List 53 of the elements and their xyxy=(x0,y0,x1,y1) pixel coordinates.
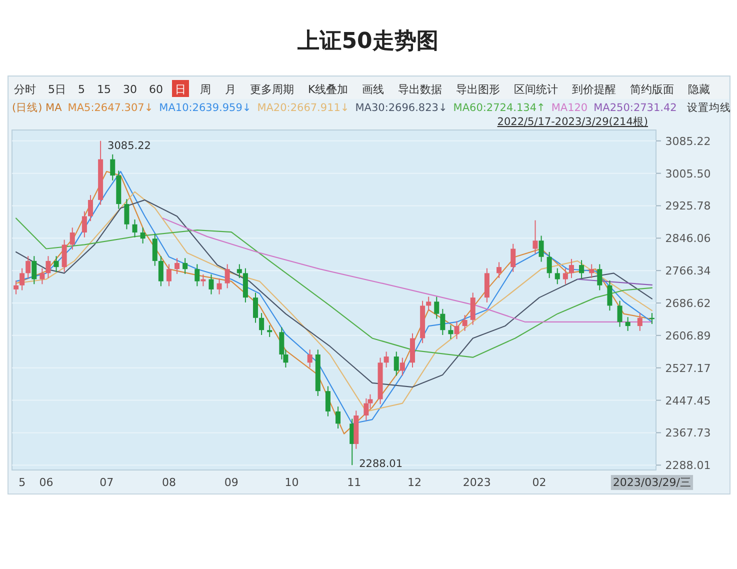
x-tick-label: 12 xyxy=(408,476,422,489)
text: 到价提醒 xyxy=(572,83,616,96)
annotation: 3085.22 xyxy=(108,140,151,152)
text: 周 xyxy=(200,83,211,96)
x-tick-label: 06 xyxy=(39,476,54,489)
text: MA20:2667.911↓ xyxy=(257,102,350,114)
text: 隐藏 xyxy=(688,83,710,96)
y-tick-label: 3085.22 xyxy=(665,134,711,148)
x-tick-label: 2023 xyxy=(462,476,491,489)
text: 月 xyxy=(225,83,236,96)
y-tick-label: 2766.34 xyxy=(665,264,711,278)
text: 设置均线 xyxy=(686,101,731,114)
y-tick-label: 2447.45 xyxy=(665,394,711,408)
y-tick-label: 2527.17 xyxy=(665,362,711,375)
text: 15 xyxy=(97,83,111,96)
x-tick-label: 5 xyxy=(18,476,26,489)
text: MA5:2647.307↓ xyxy=(68,102,154,114)
annotation: 2288.01 xyxy=(359,458,403,470)
y-tick-label: 2925.78 xyxy=(665,200,711,213)
text: 2022/5/17-2023/3/29(214根) xyxy=(497,116,648,128)
text: K线叠加 xyxy=(308,83,348,96)
x-tick-label: 02 xyxy=(532,476,546,489)
text: MA120 xyxy=(551,102,588,114)
x-tick-label: 08 xyxy=(162,476,176,489)
text: 简约版面 xyxy=(630,83,674,96)
y-tick-label: 2606.89 xyxy=(665,329,711,342)
text: 导出数据 xyxy=(398,83,442,96)
text: MA30:2696.823↓ xyxy=(355,102,448,114)
y-tick-label: 2367.73 xyxy=(665,426,711,440)
x-tick-label: 2023/03/29/三 xyxy=(612,476,692,489)
x-tick-label: 11 xyxy=(347,476,362,489)
text: 日 xyxy=(175,83,186,96)
y-tick-label: 3005.50 xyxy=(665,167,711,180)
text: 30 xyxy=(123,83,137,96)
x-tick-label: 10 xyxy=(284,476,299,489)
y-tick-label: 2846.06 xyxy=(665,232,711,246)
text: MA10:2639.959↓ xyxy=(159,102,252,114)
x-tick-label: 09 xyxy=(224,476,238,489)
text: 5日 xyxy=(48,83,66,96)
x-tick-label: 07 xyxy=(100,476,114,489)
text: 更多周期 xyxy=(250,83,294,96)
y-tick-label: 2288.01 xyxy=(665,459,711,472)
legend-title: (日线) MA xyxy=(12,101,63,114)
text: MA60:2724.134↑ xyxy=(453,102,546,114)
text: 5 xyxy=(78,83,85,96)
text: 画线 xyxy=(362,83,384,96)
text: 导出图形 xyxy=(456,83,500,96)
y-tick-label: 2686.62 xyxy=(665,297,711,310)
text: 60 xyxy=(149,83,163,96)
text: 区间统计 xyxy=(514,83,558,96)
text: 分时 xyxy=(14,83,36,96)
text: MA250:2731.42 xyxy=(594,102,677,114)
title: 上证50走势图 xyxy=(298,29,438,54)
